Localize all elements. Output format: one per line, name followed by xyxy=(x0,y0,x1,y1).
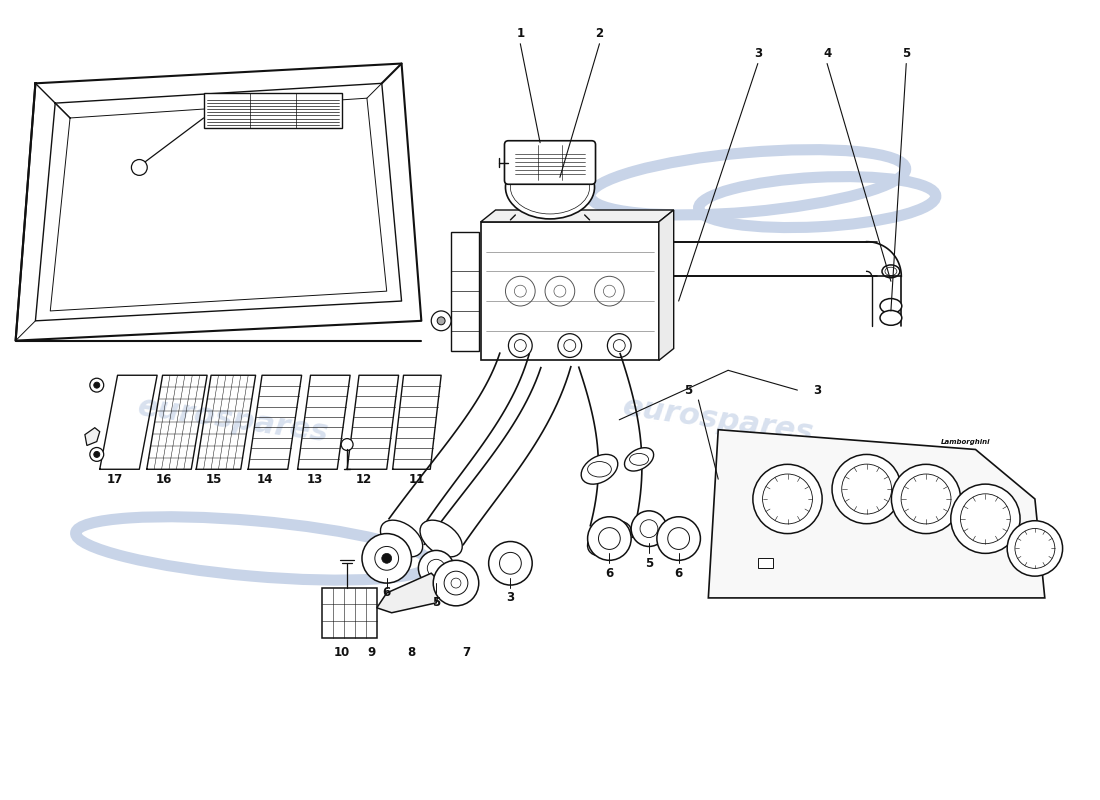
Text: 11: 11 xyxy=(408,473,425,486)
Text: eurospares: eurospares xyxy=(136,392,331,447)
Text: 10: 10 xyxy=(334,646,350,659)
Ellipse shape xyxy=(362,534,411,583)
Text: 8: 8 xyxy=(407,646,416,659)
Ellipse shape xyxy=(657,517,701,560)
Bar xyxy=(451,232,478,350)
Ellipse shape xyxy=(752,464,822,534)
Text: 3: 3 xyxy=(754,47,762,60)
Text: 5: 5 xyxy=(684,384,693,397)
Ellipse shape xyxy=(418,550,454,586)
Ellipse shape xyxy=(587,521,631,556)
Text: 5: 5 xyxy=(645,557,653,570)
Polygon shape xyxy=(85,428,100,446)
Text: 6: 6 xyxy=(674,566,683,580)
Ellipse shape xyxy=(94,382,100,388)
Text: 7: 7 xyxy=(462,646,470,659)
Ellipse shape xyxy=(488,542,532,585)
Ellipse shape xyxy=(437,317,446,325)
Text: 6: 6 xyxy=(605,566,614,580)
Text: 2: 2 xyxy=(595,27,604,40)
Ellipse shape xyxy=(581,454,618,484)
Text: 12: 12 xyxy=(355,473,372,486)
Ellipse shape xyxy=(90,447,103,462)
Ellipse shape xyxy=(382,554,392,563)
Ellipse shape xyxy=(431,311,451,330)
Bar xyxy=(322,588,377,638)
Ellipse shape xyxy=(607,334,631,358)
Text: eurospares: eurospares xyxy=(620,392,816,447)
Ellipse shape xyxy=(832,454,901,524)
Ellipse shape xyxy=(131,159,147,175)
Text: 4: 4 xyxy=(823,47,832,60)
Ellipse shape xyxy=(420,520,462,557)
Bar xyxy=(758,558,772,568)
Ellipse shape xyxy=(558,334,582,358)
Ellipse shape xyxy=(587,517,631,560)
Text: Lamborghini: Lamborghini xyxy=(940,438,990,445)
Ellipse shape xyxy=(882,265,900,278)
Bar xyxy=(204,94,342,128)
Text: 16: 16 xyxy=(156,473,173,486)
Ellipse shape xyxy=(508,334,532,358)
Ellipse shape xyxy=(506,155,594,219)
Bar xyxy=(481,222,659,361)
Ellipse shape xyxy=(90,378,103,392)
Ellipse shape xyxy=(625,448,653,471)
Polygon shape xyxy=(708,430,1045,598)
Text: 3: 3 xyxy=(506,591,515,605)
Text: 17: 17 xyxy=(107,473,123,486)
Ellipse shape xyxy=(880,310,902,326)
Text: 13: 13 xyxy=(307,473,322,486)
Polygon shape xyxy=(659,210,673,361)
Text: 5: 5 xyxy=(432,596,440,610)
Ellipse shape xyxy=(950,484,1020,554)
Text: 6: 6 xyxy=(383,586,390,599)
Text: 14: 14 xyxy=(256,473,273,486)
FancyBboxPatch shape xyxy=(505,141,595,184)
Text: 5: 5 xyxy=(902,47,911,60)
Ellipse shape xyxy=(433,560,478,606)
Text: 9: 9 xyxy=(367,646,376,659)
Ellipse shape xyxy=(631,511,667,546)
Ellipse shape xyxy=(880,298,902,314)
Ellipse shape xyxy=(341,438,353,450)
Text: 3: 3 xyxy=(813,384,822,397)
Ellipse shape xyxy=(1008,521,1063,576)
Text: 1: 1 xyxy=(516,27,525,40)
Polygon shape xyxy=(377,573,441,613)
Ellipse shape xyxy=(381,520,422,557)
Ellipse shape xyxy=(94,451,100,458)
Ellipse shape xyxy=(891,464,960,534)
Polygon shape xyxy=(481,210,673,222)
Text: 15: 15 xyxy=(206,473,222,486)
